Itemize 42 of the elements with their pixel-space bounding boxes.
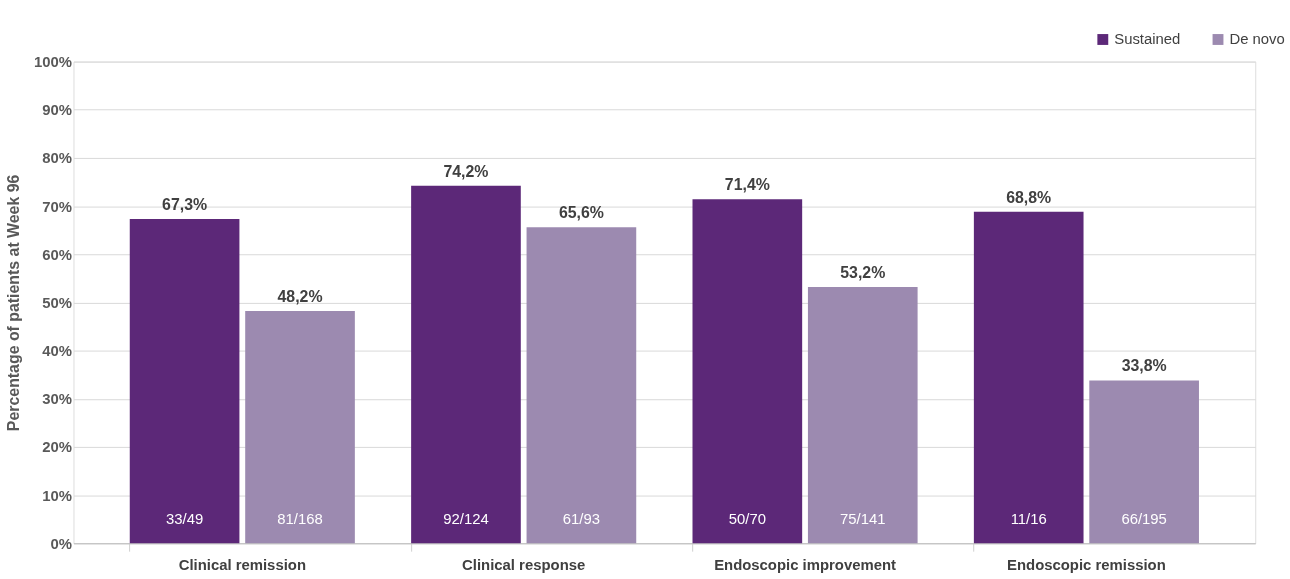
x-tick-label: Clinical response — [462, 556, 586, 573]
data-label: 48,2% — [277, 288, 323, 306]
y-tick-label: 30% — [42, 391, 72, 408]
bar — [807, 287, 918, 544]
annotation: 61/93 — [562, 511, 601, 528]
y-axis-title: Percentage of patients at Week 96 — [5, 174, 22, 432]
data-label: 65,6% — [558, 204, 604, 222]
annotation: 75/141 — [840, 511, 886, 528]
y-tick-label: 10% — [42, 487, 72, 504]
annotation: 50/70 — [728, 511, 766, 528]
bar — [129, 219, 240, 544]
y-tick-label: 80% — [42, 150, 72, 167]
bar — [245, 311, 355, 544]
x-tick-label: Endoscopic improvement — [714, 556, 897, 573]
annotation: 92/124 — [443, 511, 489, 528]
bar — [692, 199, 803, 544]
bar — [1089, 380, 1199, 544]
data-label: 71,4% — [724, 176, 770, 194]
y-tick-label: 100% — [33, 54, 72, 71]
data-label: 33,8% — [1121, 357, 1167, 375]
y-tick-label: 90% — [42, 102, 72, 119]
data-label: 74,2% — [443, 162, 489, 180]
y-tick-label: 60% — [42, 246, 72, 263]
bar — [973, 211, 1084, 544]
bar — [411, 185, 521, 544]
annotation: 33/49 — [165, 511, 204, 528]
annotation: 66/195 — [1121, 511, 1167, 528]
legend-label: Sustained — [1114, 31, 1181, 48]
y-tick-label: 50% — [42, 294, 72, 311]
y-tick-label: 40% — [42, 343, 72, 360]
annotation: 11/16 — [1010, 511, 1047, 528]
bar — [526, 227, 637, 544]
y-tick-label: 0% — [50, 535, 72, 552]
legend-label: De novo — [1229, 31, 1285, 48]
data-label: 68,8% — [1006, 188, 1052, 206]
annotation: 81/168 — [277, 511, 323, 528]
y-tick-label: 20% — [42, 439, 72, 456]
x-tick-label: Clinical remission — [178, 556, 306, 573]
y-tick-label: 70% — [42, 198, 72, 215]
data-label: 67,3% — [162, 196, 208, 214]
x-tick-label: Endoscopic remission — [1007, 556, 1166, 573]
data-label: 53,2% — [840, 264, 886, 282]
